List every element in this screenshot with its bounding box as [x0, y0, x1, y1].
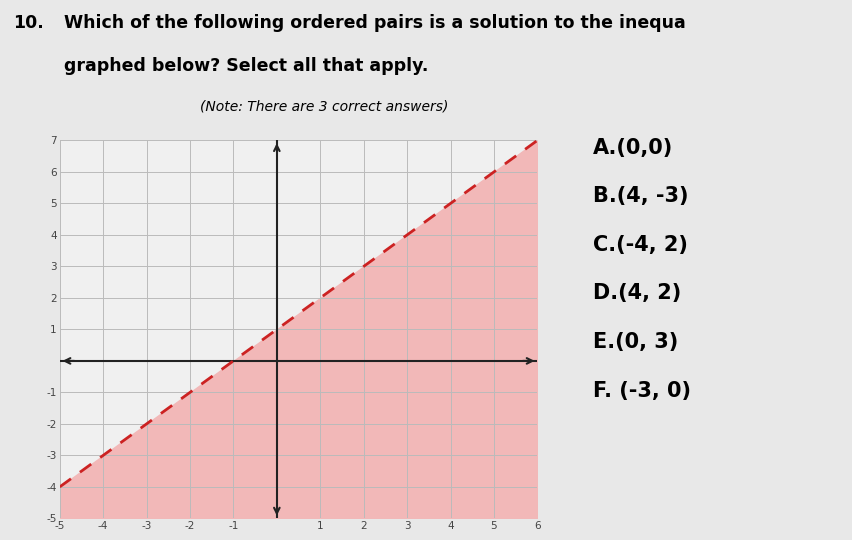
Text: graphed below? Select all that apply.: graphed below? Select all that apply.	[64, 57, 428, 75]
Text: D.(4, 2): D.(4, 2)	[592, 284, 680, 303]
Text: E.(0, 3): E.(0, 3)	[592, 332, 677, 352]
Text: A.(0,0): A.(0,0)	[592, 138, 672, 158]
Text: B.(4, -3): B.(4, -3)	[592, 186, 688, 206]
Text: 10.: 10.	[13, 14, 43, 31]
Text: C.(-4, 2): C.(-4, 2)	[592, 235, 687, 255]
Text: (Note: There are 3 correct answers): (Note: There are 3 correct answers)	[199, 100, 448, 114]
Text: F. (-3, 0): F. (-3, 0)	[592, 381, 690, 401]
Text: Which of the following ordered pairs is a solution to the inequa: Which of the following ordered pairs is …	[64, 14, 685, 31]
